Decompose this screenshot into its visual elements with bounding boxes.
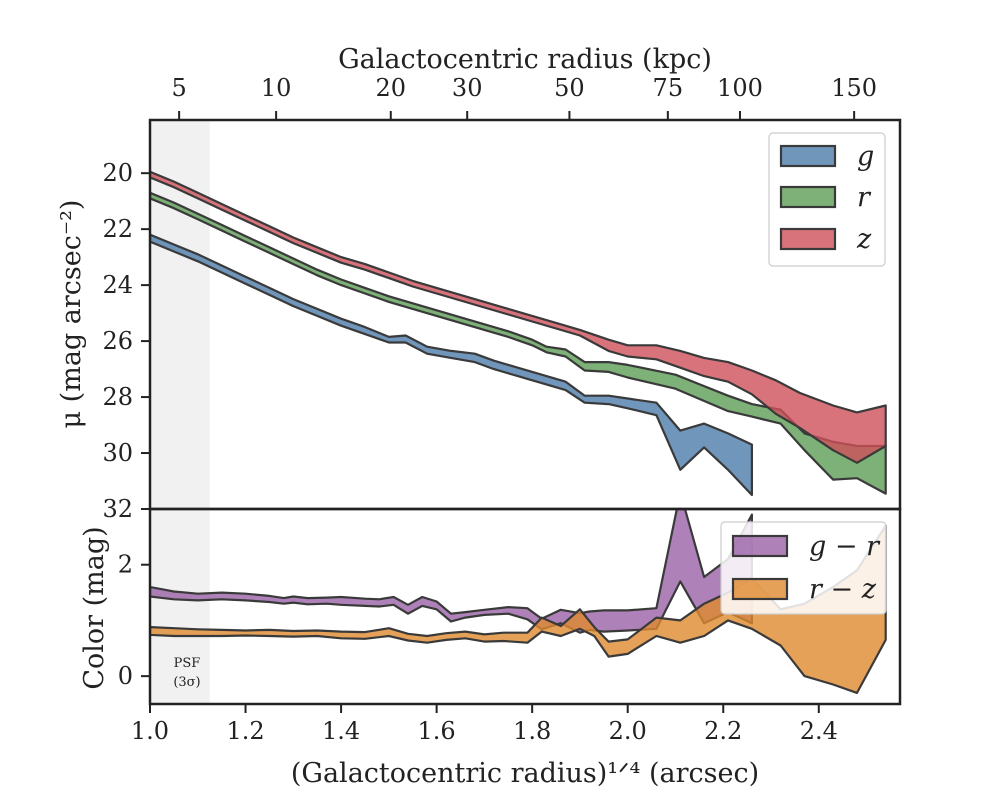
top-tick-label: 150 (831, 74, 877, 102)
legend-entry: z (856, 224, 872, 255)
legend-entry: g (857, 141, 874, 172)
y-axis-label-top: μ (mag arcsec⁻²) (56, 200, 87, 429)
legend-swatch (731, 534, 789, 558)
top-tick-label: 20 (375, 74, 406, 102)
y-tick-label: 30 (102, 439, 133, 467)
x-tick-label: 2.0 (609, 717, 647, 745)
psf-shaded-region-color-panel (150, 509, 210, 704)
psf-label: PSF (174, 656, 201, 671)
top-axis-label: Galactocentric radius (kpc) (338, 44, 712, 75)
y-axis-label-bottom: Color (mag) (79, 526, 110, 689)
top-tick-label: 50 (554, 74, 585, 102)
top-tick-label: 30 (452, 74, 483, 102)
legend-swatch (779, 227, 837, 251)
y-tick-label-color: 0 (118, 662, 133, 690)
y-tick-label: 20 (102, 159, 133, 187)
series-band-g (151, 233, 753, 497)
y-tick-label: 26 (102, 327, 133, 355)
legend-swatch (779, 144, 837, 168)
y-tick-label-color: 2 (118, 551, 133, 579)
legend-entry: r − z (809, 574, 877, 605)
legend-swatch (779, 185, 837, 209)
y-tick-label: 28 (102, 383, 133, 411)
legend-colors: g − r r − z (720, 521, 887, 615)
x-tick-label: 1.2 (226, 717, 264, 745)
legend-entry: r (857, 182, 872, 213)
top-tick-label: 5 (171, 74, 186, 102)
x-tick-label: 1.4 (322, 717, 360, 745)
top-tick-label: 10 (261, 74, 292, 102)
y-tick-label: 24 (102, 271, 133, 299)
top-tick-label: 75 (653, 74, 684, 102)
legend-swatch (731, 577, 789, 601)
legend-entry: g − r (809, 531, 881, 562)
series-band-z (151, 171, 887, 464)
y-tick-label: 22 (102, 215, 133, 243)
y-tick-label: 32 (102, 495, 133, 523)
psf-sigma-label: (3σ) (173, 675, 200, 690)
x-tick-label: 1.8 (513, 717, 551, 745)
bottom-panel-frame (148, 507, 902, 706)
x-tick-label: 2.2 (704, 717, 742, 745)
x-tick-label: 2.4 (800, 717, 838, 745)
top-tick-label: 100 (717, 74, 763, 102)
x-axis-label: (Galactocentric radius)¹ᐟ⁴ (arcsec) (291, 758, 759, 789)
x-tick-label: 1.0 (131, 717, 169, 745)
legend-bands: grz (768, 132, 886, 267)
color-band-gr (151, 509, 753, 634)
surface-brightness-bands (151, 171, 887, 497)
axis-ticks: 1.0 1.2 1.4 1.6 1.8 2.0 2.2 2.45 10 20 30 50 75 100 15… (102, 74, 877, 745)
x-tick-label: 1.6 (418, 717, 456, 745)
